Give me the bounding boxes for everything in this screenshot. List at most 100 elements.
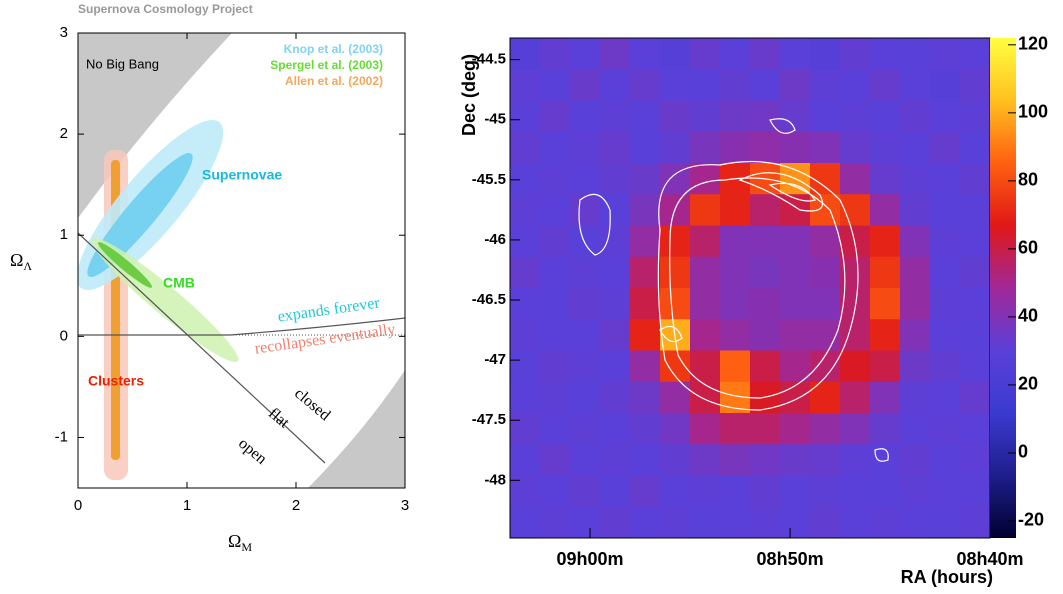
heat-cell	[540, 444, 571, 476]
heat-cell	[750, 413, 781, 445]
heat-cell	[660, 131, 691, 164]
heat-cell	[570, 381, 601, 414]
heat-cell	[780, 288, 811, 320]
heat-cell	[630, 506, 661, 538]
heat-cell	[900, 225, 931, 258]
y-tick-label: 3	[60, 24, 68, 41]
heat-cell	[690, 225, 721, 258]
y-tick-label: 1	[60, 226, 68, 243]
heat-cell	[960, 69, 990, 101]
annotation: No Big Bang	[86, 56, 159, 71]
heat-cell	[510, 381, 541, 414]
heat-cell	[750, 131, 781, 164]
heat-cell	[720, 319, 751, 351]
annotation: closed	[291, 385, 333, 424]
heat-cell	[780, 131, 811, 164]
heat-cell	[570, 413, 601, 445]
heat-cell	[510, 194, 541, 226]
heat-cell	[540, 475, 571, 508]
heat-cell	[930, 194, 961, 226]
annotation: Supernovae	[202, 167, 282, 183]
heat-cell	[510, 256, 541, 289]
heat-cell	[540, 413, 571, 445]
heat-cell	[510, 225, 541, 258]
heat-cell	[510, 350, 541, 383]
heat-cell	[600, 131, 631, 164]
heat-cell	[510, 444, 541, 476]
heat-cell	[720, 350, 751, 383]
heat-cell	[840, 350, 871, 383]
heat-cell	[900, 319, 931, 351]
heat-cell	[810, 69, 841, 101]
heat-cell	[750, 288, 781, 320]
heat-cell	[600, 194, 631, 226]
heat-cell	[540, 163, 571, 195]
chart-title: Supernova Cosmology Project	[78, 2, 253, 16]
heat-cell	[690, 475, 721, 508]
heat-cell	[690, 506, 721, 538]
heat-cell	[660, 256, 691, 289]
heat-cell	[840, 131, 871, 164]
heat-cell	[660, 225, 691, 258]
plot-frame	[77, 32, 406, 489]
heat-cell	[540, 194, 571, 226]
x-axis-symbol: Ω	[228, 531, 241, 551]
colorbar-tick-label: 120	[1018, 34, 1048, 54]
heat-cell	[900, 131, 931, 164]
heat-cell	[630, 413, 661, 445]
heat-cell	[930, 319, 961, 351]
heat-cell	[930, 288, 961, 320]
x-tick-label: 2	[292, 497, 300, 514]
heat-cell	[780, 69, 811, 101]
annotation: flat	[265, 405, 293, 432]
heat-cell	[930, 475, 961, 508]
heat-cell	[870, 350, 901, 383]
heat-cell	[510, 131, 541, 164]
annotation: open	[235, 435, 270, 468]
x-tick-label: 08h50m	[757, 549, 824, 569]
heat-cell	[600, 256, 631, 289]
heat-cell	[930, 350, 961, 383]
heat-cell	[810, 381, 841, 414]
heat-cell	[840, 100, 871, 133]
heat-cell	[660, 288, 691, 320]
heat-cell	[540, 506, 571, 538]
y-axis-symbol: Ω	[10, 250, 23, 270]
heat-cell	[900, 256, 931, 289]
heat-cell	[600, 100, 631, 133]
heat-cell	[570, 256, 601, 289]
heat-cell	[690, 69, 721, 101]
heat-cell	[960, 475, 990, 508]
heat-cell	[570, 194, 601, 226]
legend-entry: Knop et al. (2003)	[284, 42, 383, 56]
x-tick-label: 3	[401, 497, 409, 514]
heat-cell	[690, 413, 721, 445]
heat-cell	[540, 350, 571, 383]
heat-cell	[570, 506, 601, 538]
heat-cell	[930, 225, 961, 258]
heat-cell	[750, 225, 781, 258]
legend-entry: Spergel et al. (2003)	[270, 58, 383, 72]
heat-cell	[750, 475, 781, 508]
heat-cell	[690, 381, 721, 414]
y-tick-label: -44.5	[472, 51, 506, 68]
heat-cell	[660, 506, 691, 538]
heat-cell	[690, 444, 721, 476]
heat-cell	[570, 100, 601, 133]
heat-cell	[900, 288, 931, 320]
heat-cell	[660, 38, 691, 70]
heat-cell	[810, 100, 841, 133]
heat-cell	[510, 100, 541, 133]
colorbar-tick-label: 40	[1018, 306, 1038, 326]
heat-cell	[960, 288, 990, 320]
heat-cell	[780, 225, 811, 258]
annotation: Clusters	[88, 373, 144, 389]
heat-cell	[600, 38, 631, 70]
heat-cell	[690, 319, 721, 351]
heat-cell	[840, 413, 871, 445]
heat-cell	[720, 444, 751, 476]
heat-cell	[900, 38, 931, 70]
x-axis-label: ΩM	[228, 531, 252, 554]
y-tick-label: -45	[484, 111, 506, 128]
heat-cell	[600, 319, 631, 351]
